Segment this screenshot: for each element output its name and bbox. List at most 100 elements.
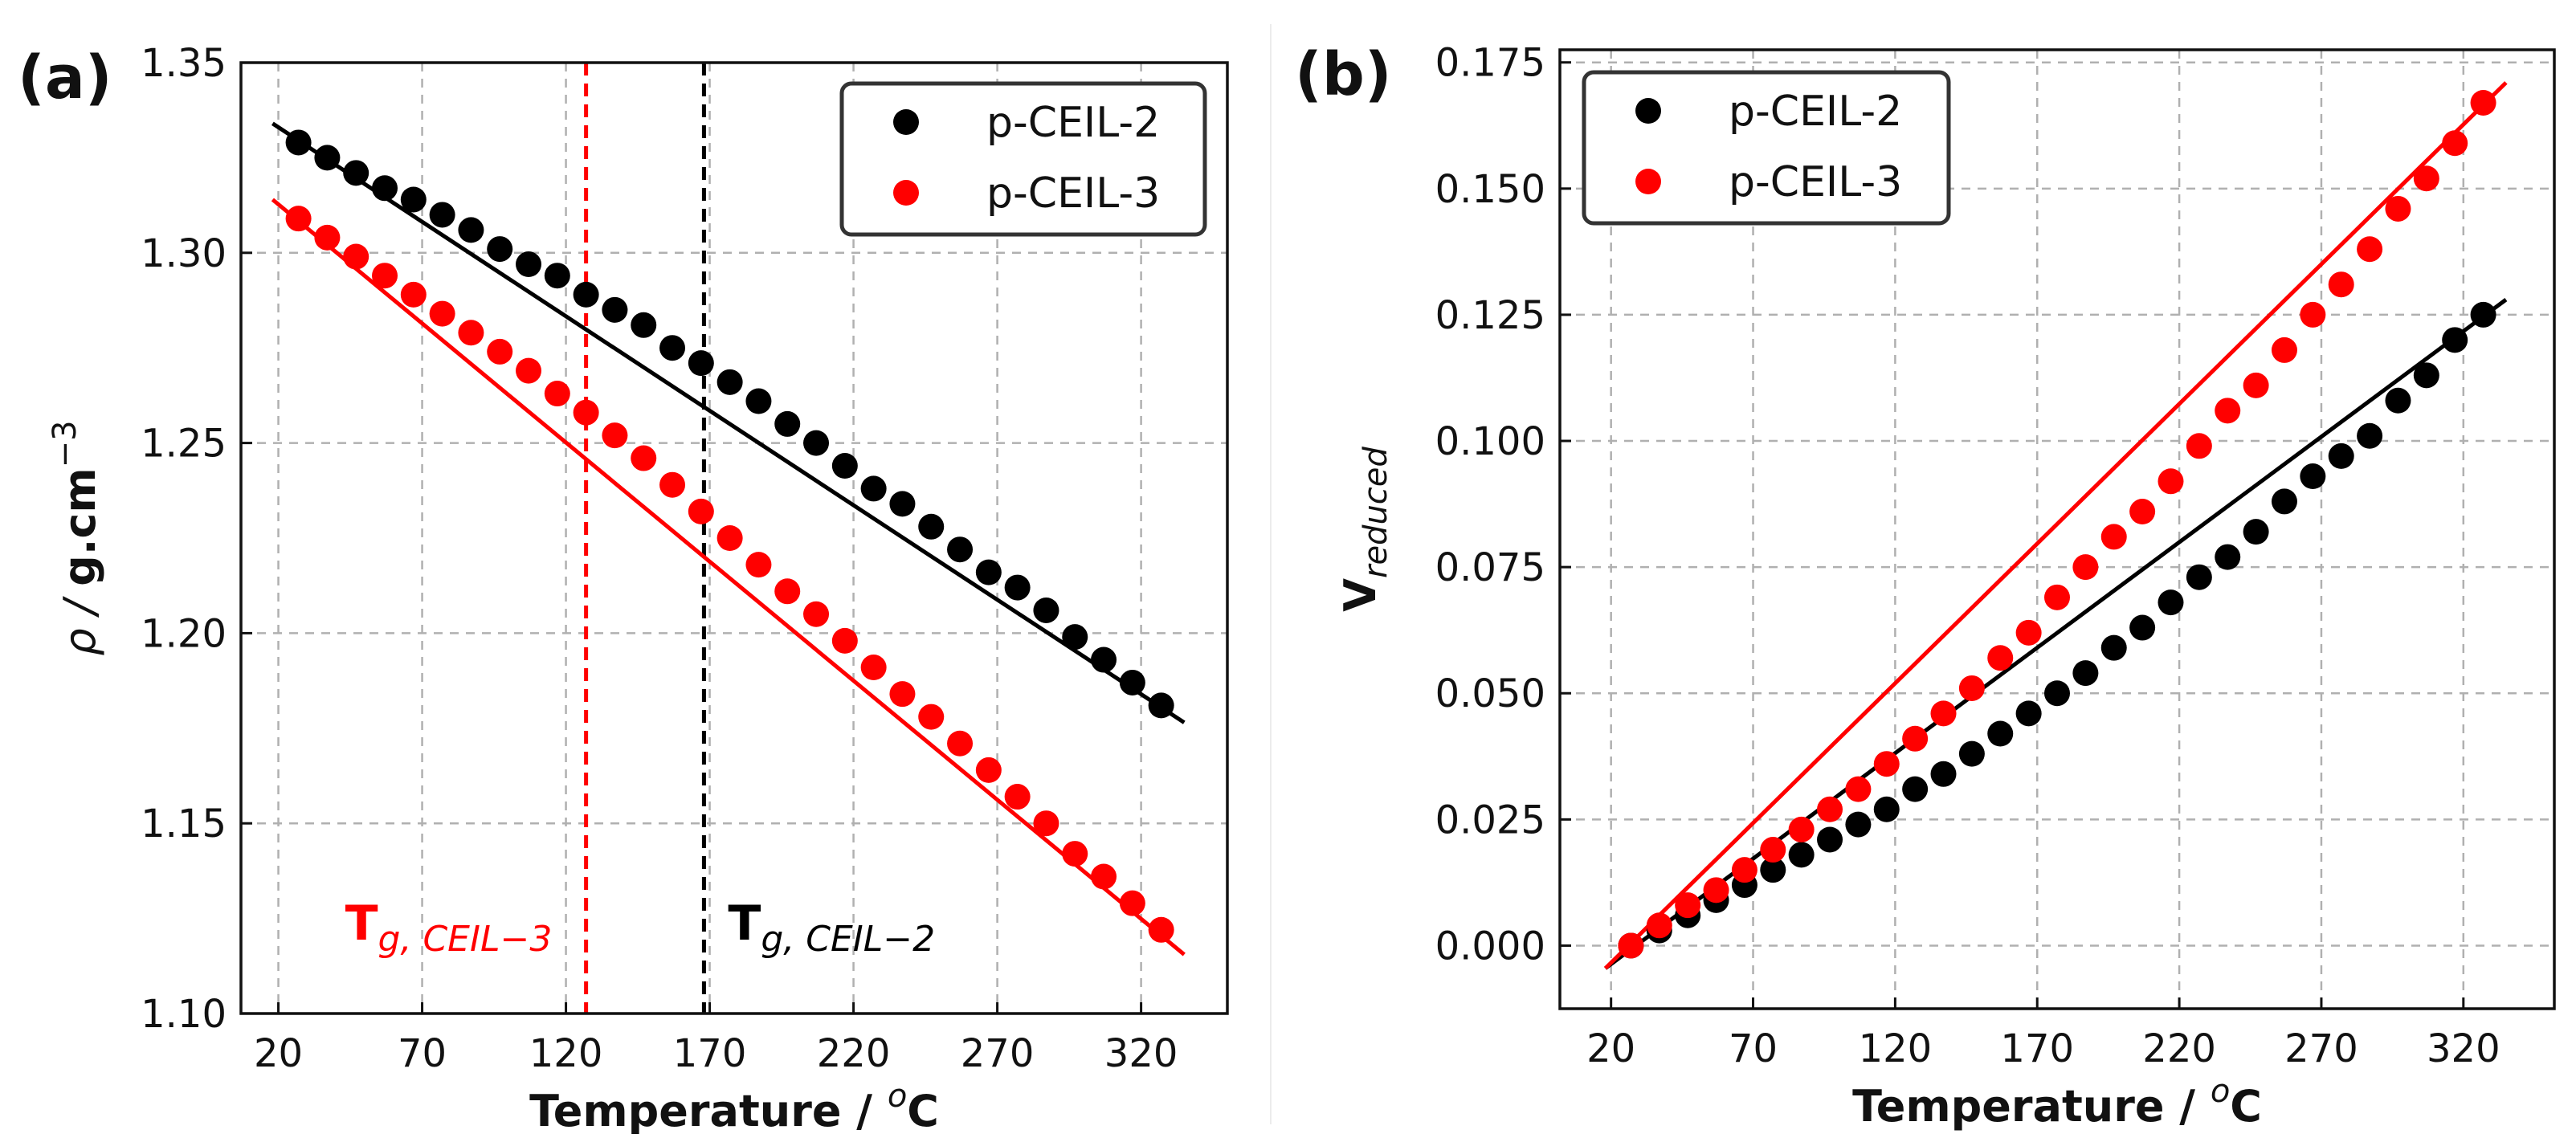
chart-a-legend-label-1: p-CEIL-3 — [986, 169, 1160, 218]
chart-b-ytick-label-7: 0.175 — [1435, 41, 1545, 86]
chart-a-xtick-label-6: 320 — [1104, 1031, 1178, 1076]
chart-a-series-1-point-18 — [803, 601, 830, 627]
chart-a-ytick-label-5: 1.35 — [141, 41, 227, 86]
chart-b-ytick-label-3: 0.075 — [1435, 545, 1545, 590]
chart-a-series-0-point-5 — [429, 202, 455, 228]
chart-a-series-1-point-7 — [487, 338, 513, 365]
chart-b-legend-box — [1582, 70, 1951, 226]
chart-b-series-1-point-28 — [2413, 165, 2439, 192]
chart-a-legend-marker-0 — [893, 109, 919, 135]
chart-b-series-0-point-5 — [1760, 857, 1786, 883]
chart-a-ytick-label-3: 1.25 — [141, 422, 227, 467]
chart-a-series-0-point-25 — [1004, 574, 1031, 601]
chart-b-series-0-point-20 — [2186, 564, 2212, 590]
chart-b-series-0-point-21 — [2215, 544, 2241, 570]
chart-b-series-0-point-18 — [2129, 614, 2156, 641]
chart-panel-b: 20 70 120 170 220 270 320 0.000 0.025 0.050 0.075 0… — [1295, 40, 2556, 1132]
chart-b-xtick-label-0: 20 — [1586, 1026, 1635, 1071]
chart-a-series-0-point-1 — [314, 145, 341, 171]
chart-b-series-1-point-11 — [1930, 700, 1957, 727]
chart-b-series-1-point-13 — [1987, 645, 2014, 671]
chart-a-axes-frame — [239, 61, 1229, 1015]
chart-b-xtick-label-3: 170 — [2000, 1026, 2074, 1071]
chart-b-series-0-point-9 — [1873, 796, 1900, 822]
chart-b-series-1-point-20 — [2186, 433, 2212, 459]
chart-b-xtick-label-1: 70 — [1729, 1026, 1778, 1071]
chart-a-series-1-point-10 — [573, 399, 599, 426]
chart-a-xtick-label-4: 220 — [817, 1031, 891, 1076]
chart-a-series-1-point-14 — [688, 498, 714, 524]
chart-b-series-1-point-10 — [1902, 725, 1929, 752]
chart-b-series-1-point-17 — [2100, 524, 2127, 550]
chart-a-series-0-point-6 — [458, 217, 484, 243]
chart-a-series-0-point-29 — [1119, 669, 1145, 695]
chart-a-series-1-point-29 — [1119, 890, 1145, 916]
chart-b-legend-label-1: p-CEIL-3 — [1729, 158, 1902, 206]
chart-b-series-1-point-9 — [1873, 751, 1900, 777]
chart-b-series-1-point-12 — [1958, 675, 1985, 701]
chart-b-series-1-point-21 — [2215, 398, 2241, 424]
chart-b-ylabel: Vreduced — [1335, 447, 1394, 612]
chart-a-series-1-point-9 — [544, 381, 570, 407]
chart-a-series-1-point-13 — [659, 471, 686, 498]
chart-a-series-1-point-30 — [1148, 916, 1174, 943]
chart-a-series-1-point-21 — [889, 681, 916, 708]
chart-b-series-1-point-25 — [2328, 271, 2354, 298]
chart-a-series-1-point-8 — [516, 357, 542, 384]
chart-b-series-0-point-27 — [2385, 387, 2411, 414]
chart-b-series-1-point-14 — [2015, 619, 2042, 646]
chart-a-ytick-label-4: 1.30 — [141, 231, 227, 276]
chart-b-series-1-point-7 — [1817, 796, 1843, 822]
chart-b-series-0-point-19 — [2158, 589, 2184, 616]
chart-b-series-0-point-29 — [2442, 327, 2468, 353]
chart-a-series-1-point-22 — [918, 704, 945, 730]
chart-b-series-1-point-24 — [2300, 301, 2326, 328]
chart-b-series-1-point-18 — [2129, 499, 2156, 525]
chart-a-series-1-point-20 — [860, 655, 887, 681]
chart-b-legend-label-0: p-CEIL-2 — [1729, 88, 1902, 136]
chart-b-ytick-label-2: 0.050 — [1435, 671, 1545, 716]
chart-a-series-1-point-24 — [975, 757, 1002, 783]
chart-a-series-1-point-11 — [602, 422, 628, 449]
chart-b-series-1-point-6 — [1788, 816, 1815, 842]
chart-b-series-0-point-13 — [1987, 720, 2014, 747]
chart-b-series-0-point-11 — [1930, 761, 1957, 787]
chart-b-series-1-point-30 — [2470, 89, 2496, 116]
chart-a-xtick-label-2: 120 — [529, 1031, 603, 1076]
chart-b-series-1-point-1 — [1646, 912, 1672, 939]
chart-a-series-0-point-17 — [774, 410, 801, 437]
chart-b-series-0-point-24 — [2300, 463, 2326, 490]
chart-a-panel-label: (a) — [18, 43, 112, 112]
chart-b-series-1-point-8 — [1845, 776, 1872, 802]
chart-b-ytick-label-1: 0.025 — [1435, 797, 1545, 842]
chart-a-xtick-label-1: 70 — [398, 1031, 447, 1076]
chart-a-series-0-point-15 — [716, 369, 743, 395]
chart-b-series-0-point-15 — [2044, 680, 2070, 707]
chart-a-series-0-point-8 — [516, 251, 542, 278]
chart-b-panel-label: (b) — [1295, 40, 1392, 109]
chart-b-series-1-point-15 — [2044, 584, 2070, 610]
chart-a-series-1-point-16 — [745, 552, 772, 578]
chart-b-series-0-point-17 — [2100, 634, 2127, 661]
chart-a-series-0-point-23 — [947, 536, 974, 563]
chart-b-series-1-point-19 — [2158, 468, 2184, 495]
chart-b-fit-line-1 — [1603, 81, 2508, 970]
chart-b-xtick-label-5: 270 — [2284, 1026, 2358, 1071]
chart-a-xtick-label-3: 170 — [673, 1031, 747, 1076]
chart-a-series-0-point-10 — [573, 281, 599, 308]
chart-a-series-0-point-13 — [659, 335, 686, 361]
chart-a-series-0-point-4 — [400, 186, 427, 213]
chart-a-ytick-label-0: 1.10 — [141, 992, 227, 1037]
chart-b-series-1-point-0 — [1618, 932, 1644, 959]
chart-b-ytick-label-6: 0.150 — [1435, 167, 1545, 212]
chart-b-xtick-label-2: 120 — [1859, 1026, 1933, 1071]
chart-a-legend-marker-1 — [893, 180, 919, 206]
chart-a-fit-line-0 — [271, 121, 1186, 724]
chart-a-legend-box — [839, 81, 1207, 237]
chart-b-xtick-label-6: 320 — [2427, 1026, 2500, 1071]
chart-b-series-0-point-23 — [2271, 488, 2297, 515]
chart-b-series-0-point-30 — [2470, 301, 2496, 328]
chart-b-axes-frame — [1558, 48, 2556, 1010]
chart-b-series-1-point-2 — [1675, 892, 1701, 919]
